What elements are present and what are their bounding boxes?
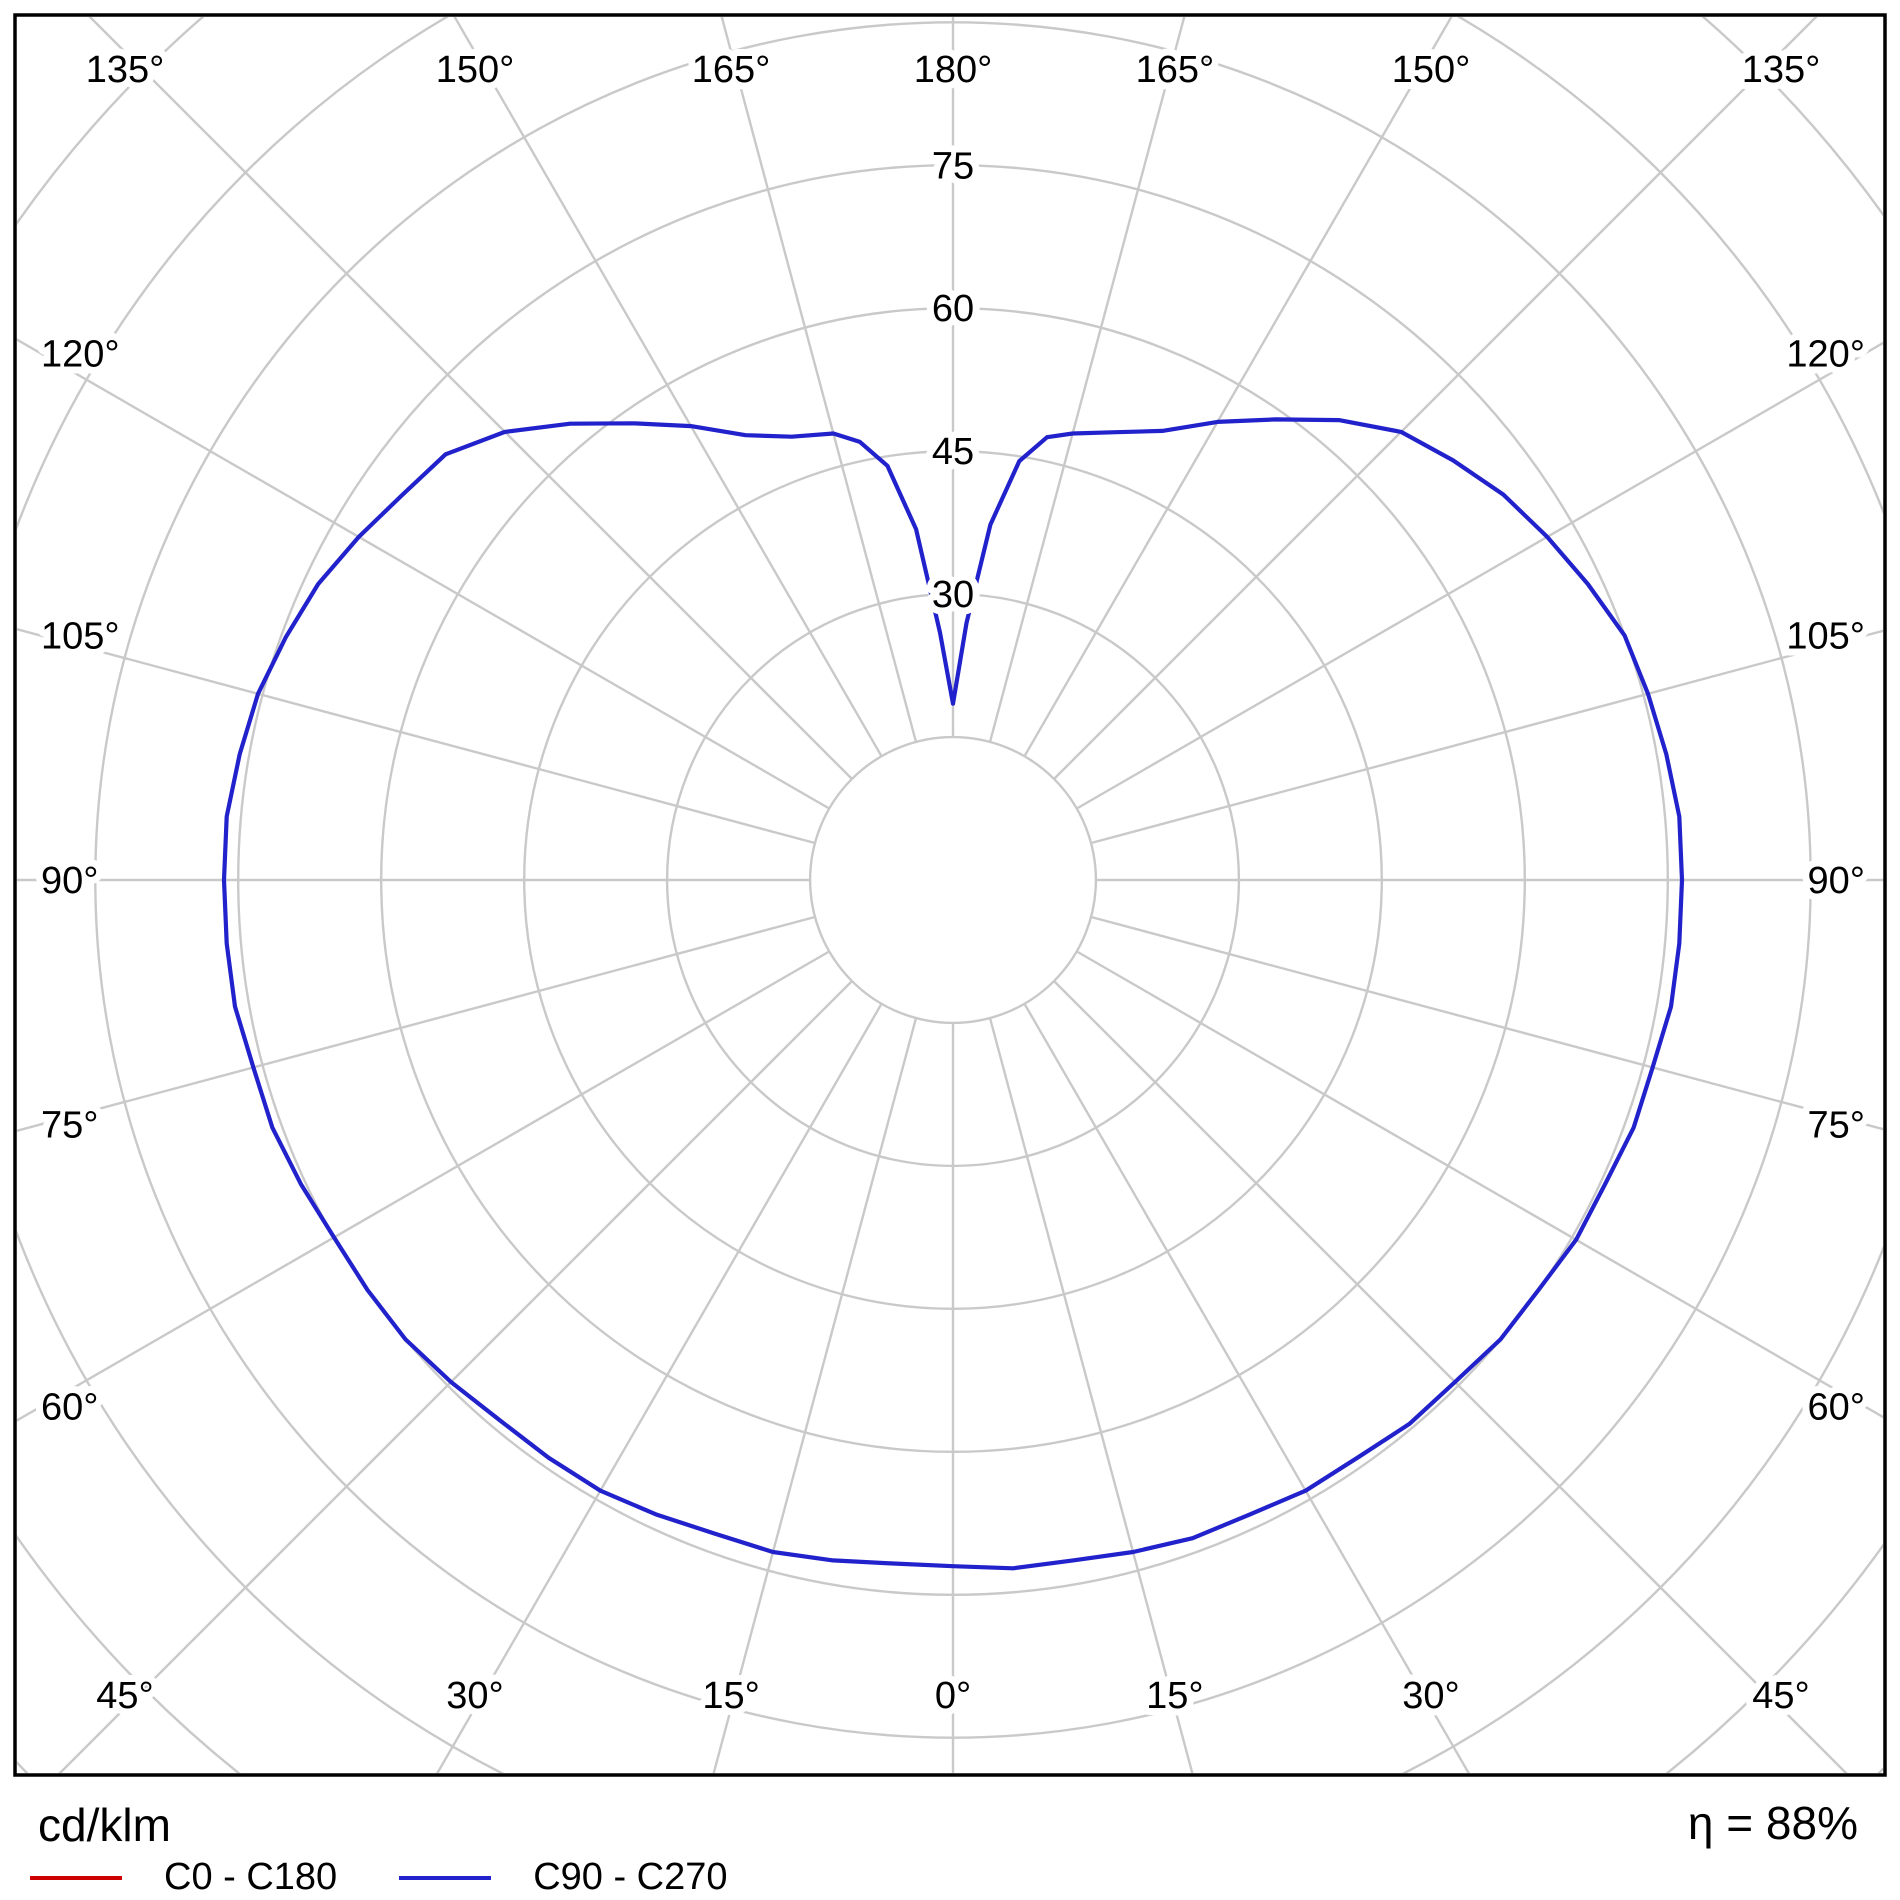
radial-tick-label: 75 [932, 145, 974, 187]
intensity-curve-c90-c270 [221, 417, 1685, 1571]
unit-label: cd/klm [38, 1799, 171, 1851]
grid-spoke [88, 17, 853, 780]
grid-spoke [720, 17, 918, 743]
angle-label: 135° [86, 49, 165, 91]
grid-spoke [17, 338, 830, 810]
angle-label: 60° [41, 1387, 98, 1429]
angle-label: 150° [436, 49, 515, 91]
polar-photometric-chart: 0° 15° 15° 30° 30° 45° 45° 60° 60° 75° 75° 90° 90° 10… [13, 13, 1887, 1777]
grid-spoke [1053, 980, 1848, 1773]
angle-label: 105° [1786, 616, 1865, 658]
angle-label: 180° [914, 49, 993, 91]
angle-label: 45° [96, 1675, 153, 1717]
grid-spoke [1090, 629, 1883, 845]
angle-label: 120° [41, 334, 120, 376]
angle-label: 90° [41, 860, 98, 902]
grid-circle [17, 17, 1883, 1773]
angle-label: 0° [935, 1675, 971, 1717]
angle-label: 75° [1808, 1104, 1865, 1146]
angle-label: 135° [1742, 49, 1821, 91]
grid-spoke [1090, 915, 1883, 1131]
chart-legend: C0 - C180 C90 - C270 [30, 1856, 728, 1899]
legend-item-c90-c270: C90 - C270 [399, 1856, 728, 1899]
angle-label: 30° [446, 1675, 503, 1717]
angle-label: 45° [1752, 1675, 1809, 1717]
angle-label: 60° [1808, 1387, 1865, 1429]
radial-tick-label: 60 [932, 288, 974, 330]
grid-spoke [1053, 17, 1818, 780]
legend-swatch-blue-line [399, 1875, 492, 1880]
angle-label: 150° [1392, 49, 1471, 91]
grid-spoke [436, 1003, 883, 1773]
grid-spoke [1023, 17, 1453, 757]
angle-label: 15° [1146, 1675, 1203, 1717]
grid-spoke [17, 950, 830, 1422]
radial-tick-label: 30 [932, 574, 974, 616]
radial-tick-label: 45 [932, 431, 974, 473]
grid-spoke [17, 915, 816, 1133]
angle-label: 105° [41, 616, 120, 658]
angle-label: 120° [1786, 334, 1865, 376]
angle-label: 75° [41, 1104, 98, 1146]
legend-item-c0-c180: C0 - C180 [30, 1856, 337, 1899]
angle-label: 165° [692, 49, 771, 91]
grid-spoke [1076, 341, 1883, 810]
grid-spoke [988, 1017, 1194, 1773]
legend-label: C90 - C270 [533, 1856, 728, 1898]
angle-label: 90° [1808, 860, 1865, 902]
grid-circle [17, 1760, 1883, 1773]
efficiency-value: η = 88% [1687, 1797, 1858, 1849]
angle-label: 30° [1402, 1675, 1459, 1717]
legend-swatch-red-line [30, 1875, 122, 1880]
angle-label: 165° [1136, 49, 1215, 91]
grid-spoke [1023, 1003, 1470, 1773]
grid-spoke [58, 980, 853, 1773]
chart-border [13, 13, 1887, 1777]
legend-label: C0 - C180 [164, 1856, 338, 1898]
grid-circle [808, 735, 1098, 1025]
angle-label: 15° [702, 1675, 759, 1717]
grid-spoke [988, 17, 1186, 743]
grid-spoke [17, 627, 816, 845]
grid-spoke [453, 17, 883, 757]
grid-spoke [712, 1017, 918, 1773]
grid-circle [17, 17, 1883, 1773]
grid-spoke [1076, 950, 1883, 1419]
polar-grid [17, 17, 1883, 1773]
